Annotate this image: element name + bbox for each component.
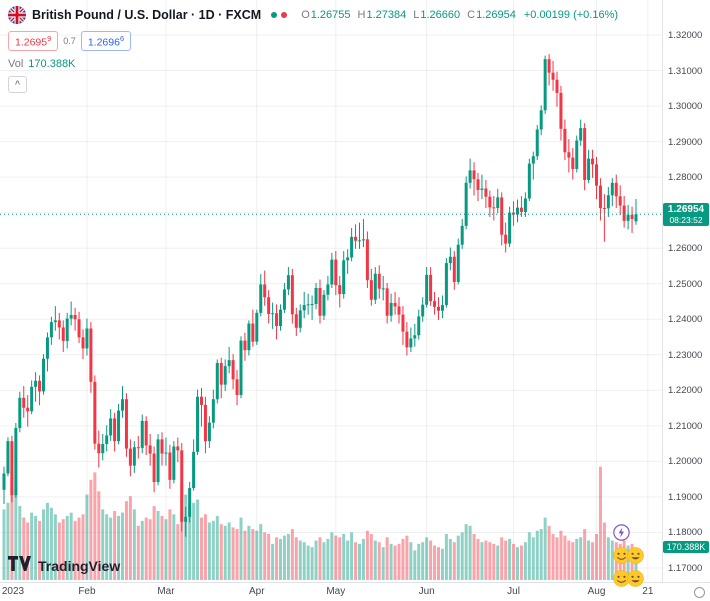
volume-axis-label: 170.388K (663, 541, 709, 553)
timezone-settings-icon[interactable] (694, 587, 705, 598)
smiley-icon[interactable] (627, 547, 644, 569)
price-axis-label: 1.30000 (668, 101, 703, 113)
tradingview-logo[interactable]: TradingView (8, 556, 120, 576)
open-label: O (301, 9, 310, 21)
price-axis-label: 1.18000 (668, 527, 703, 539)
price-axis-label: 1.23000 (668, 349, 703, 361)
data-status-dots[interactable] (271, 12, 288, 18)
price-axis[interactable]: 1.320001.310001.300001.290001.280001.270… (662, 0, 710, 582)
smiley-icon[interactable] (627, 570, 644, 592)
open-value: 1.26755 (310, 9, 351, 21)
price-axis-label: 1.32000 (668, 30, 703, 41)
time-axis-label: 21 (642, 586, 654, 597)
bar-countdown: 08:23:52 (669, 215, 703, 225)
price-axis-label: 1.26000 (668, 243, 703, 255)
spread-value: 0.7 (63, 35, 76, 46)
ohlc-readout: O 1.26755 H 1.27384 L 1.26660 C 1.26954 +0.0… (301, 9, 618, 21)
time-axis-label: Mar (157, 586, 175, 597)
change-value: +0.00199 (+0.16%) (523, 9, 619, 21)
tradingview-mark-icon (8, 556, 32, 576)
high-label: H (357, 9, 366, 21)
time-axis-label: Jun (418, 586, 435, 597)
gbp-flag-icon (8, 6, 26, 24)
time-axis-label: Feb (78, 586, 96, 597)
last-price-label: 1.26954 08:23:52 (663, 203, 709, 226)
volume-label[interactable]: Vol (8, 57, 24, 70)
last-price-value: 1.26954 (667, 204, 705, 215)
legend-collapse-button[interactable]: ^ (8, 75, 27, 93)
price-axis-label: 1.31000 (668, 65, 703, 77)
buy-button[interactable]: 1.26966 (80, 31, 132, 51)
chart-legend: British Pound / U.S. Dollar · 1D · FXCM … (8, 6, 618, 93)
price-axis-label: 1.28000 (668, 172, 703, 184)
market-open-dot (271, 12, 278, 18)
time-axis[interactable]: 2023 Feb Mar Apr May Jun Jul Aug 21 (0, 582, 710, 601)
time-axis-label: 2023 (1, 586, 25, 597)
price-axis-label: 1.19000 (668, 491, 703, 503)
data-status-dot (281, 12, 288, 18)
lightning-icon[interactable] (613, 524, 630, 546)
time-axis-label: Aug (587, 586, 606, 597)
low-label: L (413, 9, 420, 21)
smiley-icon[interactable] (613, 570, 630, 592)
volume-value: 170.388K (28, 57, 76, 70)
sell-button[interactable]: 1.26959 (8, 31, 59, 51)
time-axis-label: May (326, 586, 346, 597)
price-axis-label: 1.21000 (668, 420, 703, 432)
tradingview-wordmark: TradingView (38, 558, 121, 574)
close-value: 1.26954 (476, 9, 516, 21)
close-label: C (467, 9, 476, 21)
smiley-icon[interactable] (613, 547, 630, 569)
time-axis-label: Jul (507, 586, 520, 597)
price-axis-label: 1.25000 (668, 278, 703, 290)
symbol-title[interactable]: British Pound / U.S. Dollar · 1D · FXCM (32, 8, 262, 22)
low-value: 1.26660 (420, 9, 461, 21)
price-axis-label: 1.22000 (668, 385, 703, 397)
price-axis-label: 1.20000 (668, 456, 703, 468)
high-value: 1.27384 (366, 9, 407, 21)
price-axis-label: 1.24000 (668, 314, 703, 326)
time-axis-label: Apr (249, 586, 265, 597)
candlestick-chart[interactable] (0, 0, 662, 582)
price-axis-label: 1.17000 (668, 563, 703, 574)
price-axis-label: 1.29000 (668, 136, 703, 148)
reaction-buttons (613, 524, 644, 592)
